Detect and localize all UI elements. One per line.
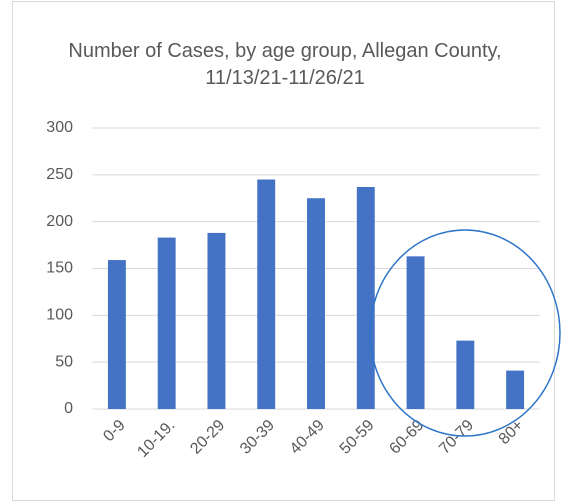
x-tick-label: 20-29 [187,417,228,458]
x-tick-label: 40-49 [287,417,328,458]
x-tick-label: 50-59 [337,417,378,458]
bar [257,179,276,409]
y-tick-label: 100 [46,307,73,324]
y-tick-label: 150 [46,260,73,277]
x-tick-label: 80+ [496,417,527,448]
bar [157,237,176,409]
x-tick-label: 10-19. [134,417,178,461]
chart-frame [12,1,555,501]
bar [107,260,126,409]
highlight-circle [369,229,561,437]
x-tick-label: 30-39 [237,417,278,458]
bar [506,370,525,409]
y-tick-label: 200 [46,213,73,230]
x-tick-label: 0-9 [100,417,128,445]
x-tick-label: 60-69 [386,417,427,458]
bar [356,187,375,409]
y-tick-label: 250 [46,166,73,183]
x-tick-label: 70-79 [436,417,477,458]
chart-title: Number of Cases, by age group, Allegan C… [68,40,502,89]
y-tick-label: 50 [55,353,73,370]
y-tick-label: 0 [64,400,73,417]
bar [307,198,325,409]
y-tick-label: 300 [46,119,73,136]
bar [456,340,475,409]
bar [207,232,226,409]
bar [406,256,425,409]
